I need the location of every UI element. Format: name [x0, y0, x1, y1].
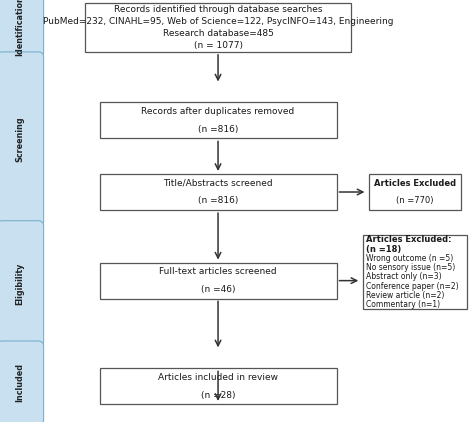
Text: Articles included in review: Articles included in review	[158, 373, 278, 381]
Text: (n =28): (n =28)	[201, 391, 235, 400]
Bar	[363, 235, 467, 309]
Bar	[100, 368, 337, 404]
Bar	[100, 174, 337, 210]
Text: (n =816): (n =816)	[198, 197, 238, 206]
FancyBboxPatch shape	[0, 341, 44, 422]
Text: Wrong outcome (n =5): Wrong outcome (n =5)	[366, 254, 454, 263]
Text: (n =770): (n =770)	[396, 197, 434, 206]
Bar	[368, 174, 461, 210]
Text: Screening: Screening	[16, 116, 25, 162]
Text: Abstract only (n=3): Abstract only (n=3)	[366, 272, 442, 281]
FancyBboxPatch shape	[0, 221, 44, 347]
Text: Research database=485: Research database=485	[163, 29, 273, 38]
Text: No sensory issue (n=5): No sensory issue (n=5)	[366, 263, 456, 272]
Text: Commentary (n=1): Commentary (n=1)	[366, 300, 440, 309]
Text: Title/Abstracts screened: Title/Abstracts screened	[163, 179, 273, 187]
FancyBboxPatch shape	[0, 52, 44, 227]
Text: Identification: Identification	[16, 0, 25, 56]
FancyBboxPatch shape	[0, 0, 44, 58]
Text: Records identified through database searches: Records identified through database sear…	[114, 5, 322, 14]
Text: (n = 1077): (n = 1077)	[193, 41, 243, 50]
Text: Conference paper (n=2): Conference paper (n=2)	[366, 281, 459, 290]
Text: Included: Included	[16, 363, 25, 403]
Text: PubMed=232, CINAHL=95, Web of Science=122, PsycINFO=143, Engineering: PubMed=232, CINAHL=95, Web of Science=12…	[43, 17, 393, 26]
Text: (n =816): (n =816)	[198, 125, 238, 134]
Text: Eligibility: Eligibility	[16, 262, 25, 305]
Bar	[100, 262, 337, 299]
Text: Full-text articles screened: Full-text articles screened	[159, 267, 277, 276]
Bar	[85, 3, 351, 51]
Bar	[100, 102, 337, 138]
Text: (n =46): (n =46)	[201, 285, 235, 294]
Text: Review article (n=2): Review article (n=2)	[366, 291, 445, 300]
Text: Articles Excluded:: Articles Excluded:	[366, 235, 452, 244]
Text: (n =18): (n =18)	[366, 245, 401, 254]
Text: Articles Excluded: Articles Excluded	[374, 179, 456, 187]
Text: Records after duplicates removed: Records after duplicates removed	[141, 107, 295, 116]
